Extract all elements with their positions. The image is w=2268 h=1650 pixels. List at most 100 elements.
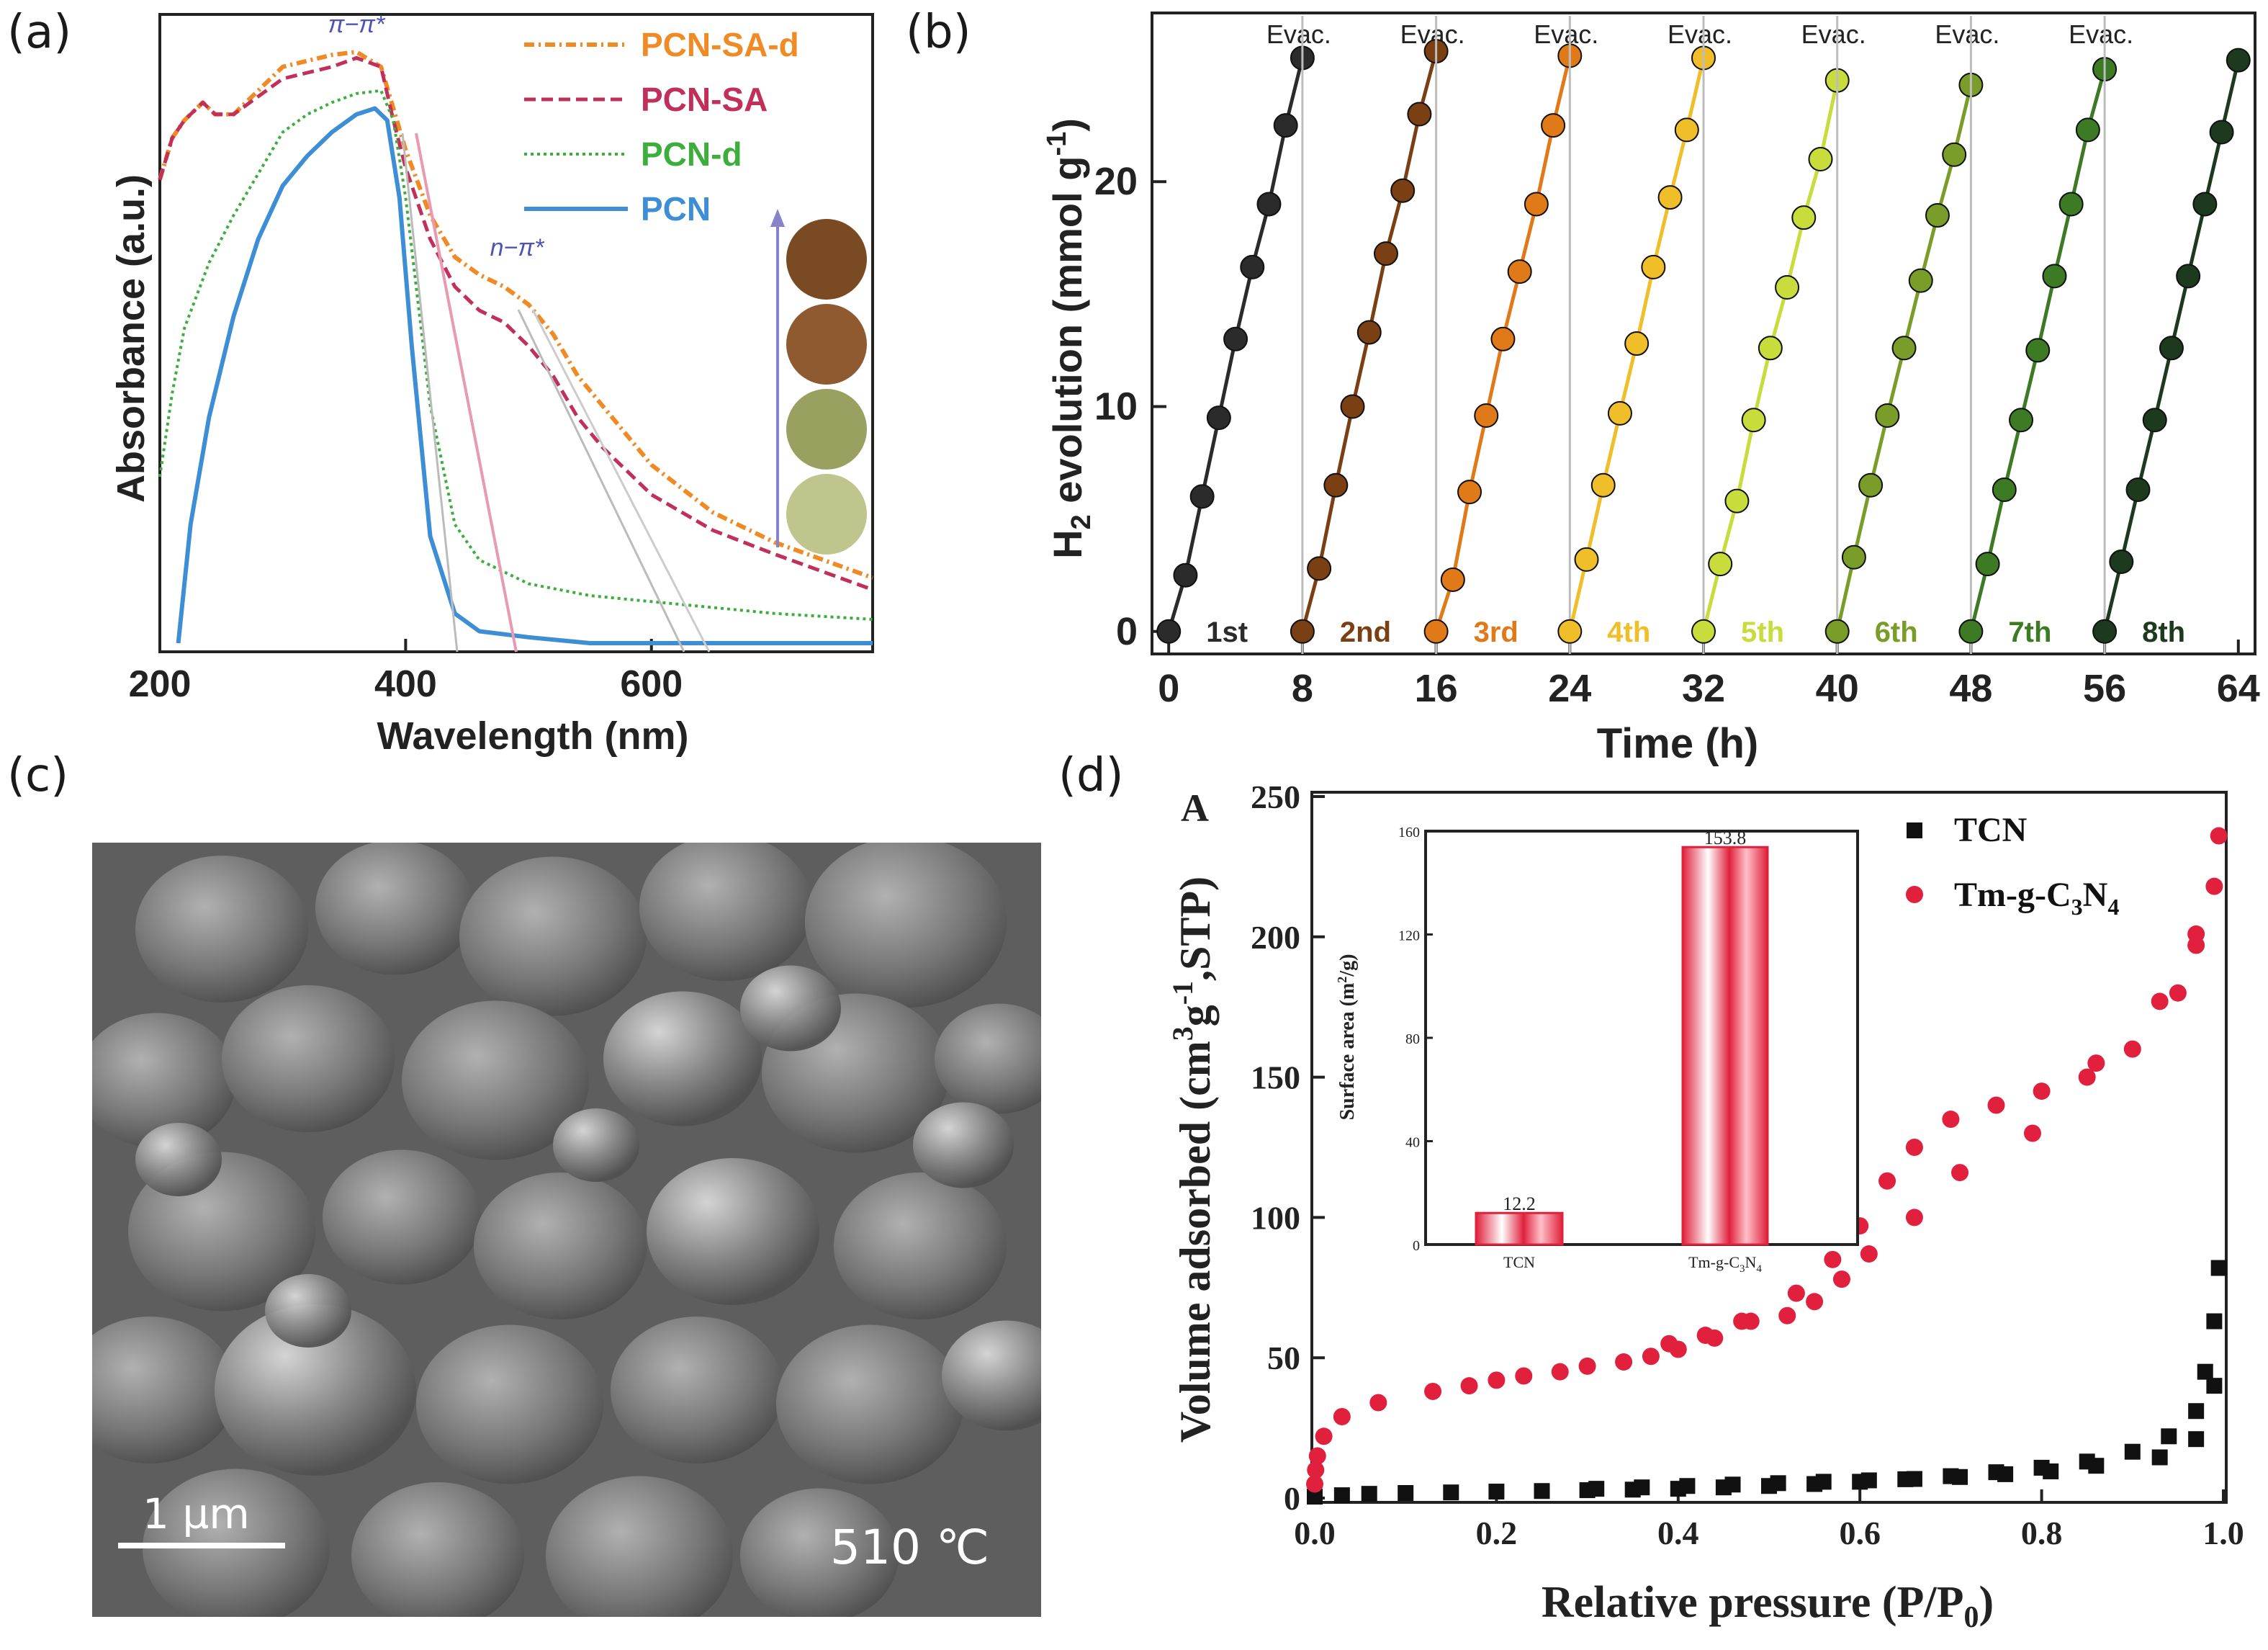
sem-particle xyxy=(135,1123,222,1196)
data-point xyxy=(2109,549,2134,574)
tm-point xyxy=(1306,1475,1323,1493)
data-point xyxy=(1674,117,1699,143)
x-tick-label: 0 xyxy=(1158,667,1179,710)
data-point xyxy=(2209,120,2234,145)
annotation-pi-pi: π−π* xyxy=(328,11,386,38)
sem-particle xyxy=(416,1324,603,1484)
data-point xyxy=(2092,619,2118,644)
sem-texture xyxy=(92,843,1041,1617)
tm-point xyxy=(1905,1209,1923,1227)
data-point xyxy=(1457,480,1482,505)
cycle-label: 1st xyxy=(1206,616,1248,648)
tcn-point xyxy=(2124,1443,2141,1460)
data-point xyxy=(1273,113,1298,138)
panel-a-label: (a) xyxy=(7,6,72,59)
tcn-point xyxy=(1307,1489,1323,1505)
tm-point xyxy=(1660,1335,1678,1353)
data-point xyxy=(1524,192,1549,217)
cycle-label: 2nd xyxy=(1340,616,1391,648)
sem-particle xyxy=(611,1317,783,1463)
tcn-point xyxy=(1679,1478,1696,1494)
tangent-line xyxy=(401,133,459,653)
data-point xyxy=(1741,408,1766,433)
sem-particle xyxy=(942,1320,1041,1431)
data-point xyxy=(1490,326,1516,351)
evac-label: Evac. xyxy=(2069,19,2133,49)
x-axis-label: Time (h) xyxy=(1597,720,1759,767)
data-point xyxy=(1373,241,1398,266)
tm-point xyxy=(1942,1111,1960,1129)
data-point xyxy=(1290,619,1315,644)
sem-particle xyxy=(776,1324,963,1484)
inset-category-label: Tm-g-C3N4 xyxy=(1688,1253,1762,1275)
panel-d-label: (d) xyxy=(1058,749,1124,802)
data-point xyxy=(1223,326,1248,351)
tcn-point xyxy=(1333,1487,1350,1504)
inset-y-tick-label: 40 xyxy=(1405,1135,1420,1151)
sem-particle xyxy=(603,991,762,1126)
inset-y-tick-label: 160 xyxy=(1398,825,1420,840)
y-tick-label: 10 xyxy=(1094,385,1138,428)
tm-point xyxy=(2087,1054,2105,1072)
cycle-label: 4th xyxy=(1607,616,1650,648)
data-point xyxy=(1307,556,1332,581)
sem-particle xyxy=(135,856,308,1003)
tcn-point xyxy=(1634,1479,1650,1496)
sem-particle xyxy=(834,1173,1007,1319)
tangent-line xyxy=(531,309,711,653)
data-point xyxy=(2125,477,2151,503)
y-tick-label: 150 xyxy=(1251,1059,1300,1096)
arrow-head-icon xyxy=(770,209,785,227)
x-tick-label: 16 xyxy=(1415,667,1458,710)
tcn-point xyxy=(1534,1483,1550,1499)
tm-point xyxy=(1615,1353,1633,1371)
legend-label: PCN-SA-d xyxy=(641,26,799,63)
x-tick-label: 0.8 xyxy=(2021,1515,2063,1551)
panel-c-label: (c) xyxy=(7,749,69,802)
data-point xyxy=(1590,472,1616,498)
tm-point xyxy=(1642,1348,1660,1366)
tcn-point xyxy=(1724,1476,1741,1493)
data-point xyxy=(1390,178,1416,203)
x-tick-label: 0.2 xyxy=(1476,1515,1518,1551)
tm-point xyxy=(1460,1377,1478,1395)
tcn-point xyxy=(1443,1484,1459,1501)
x-tick-label: 0.0 xyxy=(1294,1515,1336,1551)
data-point xyxy=(2226,48,2251,73)
data-point xyxy=(1808,146,1833,171)
x-tick-label: 40 xyxy=(1816,667,1859,710)
tcn-point xyxy=(1588,1481,1605,1497)
scale-bar xyxy=(118,1543,285,1548)
tcn-point xyxy=(1770,1475,1786,1492)
legend-marker-circle xyxy=(1906,886,1923,903)
temperature-label: 510 ℃ xyxy=(830,1520,990,1575)
data-point xyxy=(1775,274,1800,300)
inset-value-label: 12.2 xyxy=(1503,1193,1536,1214)
tm-point xyxy=(1905,1139,1923,1156)
tm-point xyxy=(1860,1245,1878,1263)
x-tick-label: 24 xyxy=(1548,667,1591,710)
sample-photo xyxy=(786,474,867,555)
tangent-line xyxy=(415,133,518,653)
x-axis-label: Wavelength (nm) xyxy=(377,714,688,758)
sem-particle xyxy=(222,985,395,1132)
legend-label: PCN xyxy=(641,190,711,228)
sample-photo xyxy=(786,219,867,300)
plot-frame xyxy=(1310,791,2228,1504)
cycle-label: 8th xyxy=(2142,616,2185,648)
evac-label: Evac. xyxy=(1935,19,1999,49)
tcn-point xyxy=(1398,1484,1414,1501)
data-point xyxy=(1423,619,1449,644)
sem-particle xyxy=(913,1102,1014,1188)
sem-particle xyxy=(92,1317,236,1463)
sem-particle xyxy=(935,1003,1041,1114)
tcn-point xyxy=(2043,1463,2059,1479)
data-point xyxy=(1875,403,1900,428)
x-axis-label: Relative pressure (P/P0) xyxy=(1542,1578,1994,1634)
data-point xyxy=(1758,336,1783,361)
inset-value-label: 153.8 xyxy=(1704,828,1747,848)
data-point xyxy=(1724,488,1750,514)
scale-bar-label: 1 µm xyxy=(143,1489,250,1538)
cycle-label: 7th xyxy=(2008,616,2051,648)
x-tick-label: 56 xyxy=(2083,667,2126,710)
